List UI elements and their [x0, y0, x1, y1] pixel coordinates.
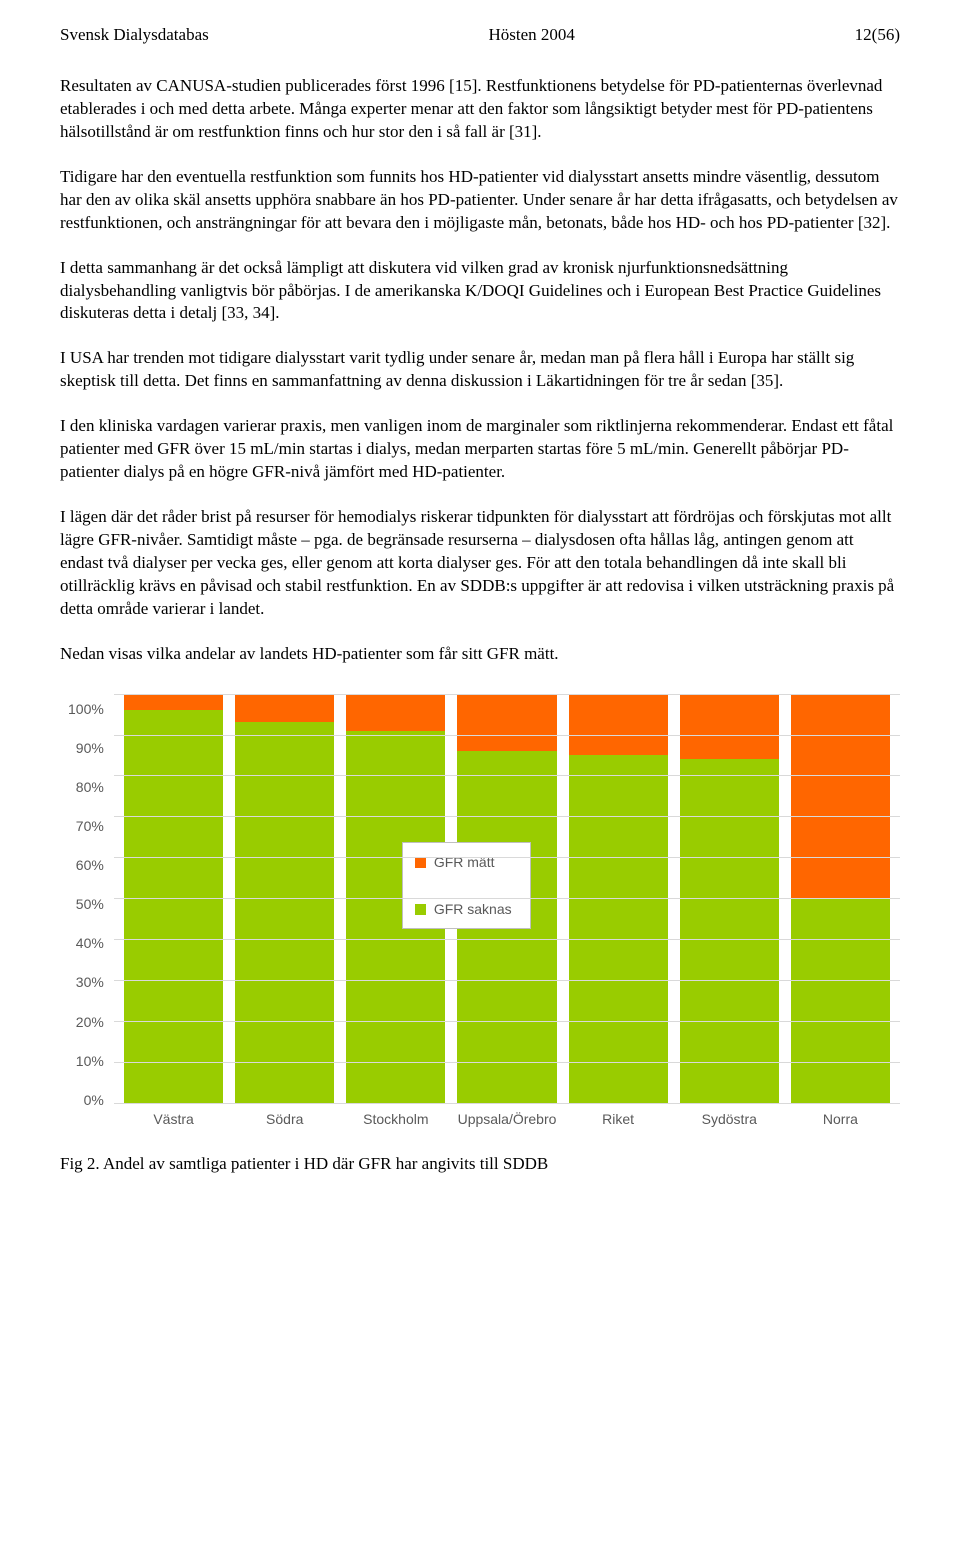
legend-label: GFR saknas — [434, 900, 512, 919]
y-tick-label: 40% — [76, 934, 104, 953]
gridline — [114, 816, 900, 817]
gridline — [114, 1103, 900, 1104]
paragraph-5: I den kliniska vardagen varierar praxis,… — [60, 415, 900, 484]
paragraph-3: I detta sammanhang är det också lämpligt… — [60, 257, 900, 326]
bar-segment-matt — [457, 694, 556, 751]
gridline — [114, 1062, 900, 1063]
y-tick-label: 50% — [76, 895, 104, 914]
x-tick-label: Sydöstra — [674, 1110, 785, 1129]
bar-segment-matt — [346, 694, 445, 731]
y-tick-label: 60% — [76, 856, 104, 875]
y-tick-label: 80% — [76, 778, 104, 797]
bar-segment-saknas — [124, 710, 223, 1103]
gfr-chart: 100% 90% 80% 70% 60% 50% 40% 30% 20% 10% 0% GFR mä… — [60, 694, 900, 1129]
y-tick-label: 20% — [76, 1013, 104, 1032]
bar-segment-matt — [680, 694, 779, 759]
y-tick-label: 90% — [76, 739, 104, 758]
paragraph-2: Tidigare har den eventuella restfunktion… — [60, 166, 900, 235]
x-tick-label: Uppsala/Örebro — [451, 1110, 562, 1129]
bar-segment-matt — [235, 694, 334, 723]
page-header: Svensk Dialysdatabas Hösten 2004 12(56) — [60, 24, 900, 47]
y-tick-label: 10% — [76, 1052, 104, 1071]
legend-item: GFR mätt — [415, 853, 512, 872]
gridline — [114, 980, 900, 981]
chart-grid: GFR mätt GFR saknas — [114, 694, 900, 1104]
gridline — [114, 694, 900, 695]
bar-segment-matt — [791, 694, 890, 899]
gridline — [114, 939, 900, 940]
legend-item: GFR saknas — [415, 900, 512, 919]
x-axis-labels: VästraSödraStockholmUppsala/ÖrebroRiketS… — [114, 1104, 900, 1129]
x-tick-label: Stockholm — [340, 1110, 451, 1129]
gridline — [114, 735, 900, 736]
gridline — [114, 857, 900, 858]
paragraph-4: I USA har trenden mot tidigare dialyssta… — [60, 347, 900, 393]
legend-swatch — [415, 904, 426, 915]
chart-legend: GFR mätt GFR saknas — [402, 842, 531, 930]
bar-segment-saknas — [235, 722, 334, 1102]
bar-segment-saknas — [791, 898, 890, 1103]
header-left: Svensk Dialysdatabas — [60, 24, 209, 47]
paragraph-1: Resultaten av CANUSA-studien publicerade… — [60, 75, 900, 144]
bar-segment-matt — [569, 694, 668, 755]
x-tick-label: Riket — [563, 1110, 674, 1129]
gridline — [114, 1021, 900, 1022]
y-axis: 100%90%80%70%60%50%40%30%20%10%0% — [68, 694, 114, 1104]
y-tick-label: 30% — [76, 973, 104, 992]
x-tick-label: Södra — [229, 1110, 340, 1129]
gridline — [114, 898, 900, 899]
paragraph-6: I lägen där det råder brist på resurser … — [60, 506, 900, 621]
header-center: Hösten 2004 — [488, 24, 574, 47]
header-right: 12(56) — [855, 24, 900, 47]
y-tick-label: 70% — [76, 817, 104, 836]
y-tick-label: 0% — [84, 1091, 104, 1110]
bar-segment-saknas — [680, 759, 779, 1103]
legend-label: GFR mätt — [434, 853, 495, 872]
gridline — [114, 775, 900, 776]
bar-segment-saknas — [569, 755, 668, 1103]
paragraph-7: Nedan visas vilka andelar av landets HD-… — [60, 643, 900, 666]
figure-caption: Fig 2. Andel av samtliga patienter i HD … — [60, 1153, 900, 1176]
x-tick-label: Norra — [785, 1110, 896, 1129]
bar-segment-matt — [124, 694, 223, 710]
y-tick-label: 100% — [68, 700, 104, 719]
chart-plot: 100%90%80%70%60%50%40%30%20%10%0% GFR mä… — [68, 694, 900, 1104]
x-tick-label: Västra — [118, 1110, 229, 1129]
